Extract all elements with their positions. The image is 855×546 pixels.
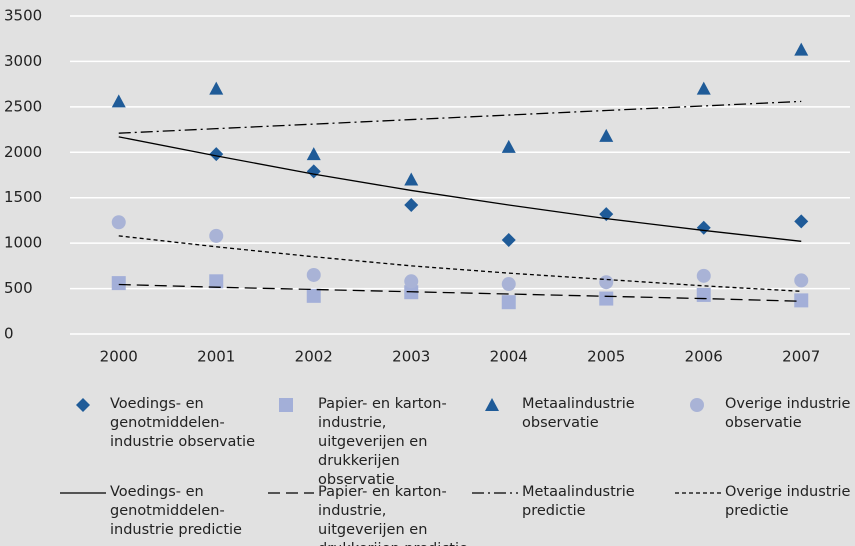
square-marker [599,291,614,306]
trend-line [118,100,802,134]
circle-marker [111,215,126,230]
square-marker [501,295,516,310]
legend-label: Voedings- en genotmiddelen-industrie obs… [110,396,255,450]
square-marker [279,398,293,412]
y-tick-label: 0 [4,325,14,343]
x-tick-label: 2003 [392,348,430,366]
y-tick-label: 1500 [4,188,42,206]
square-marker [209,274,224,289]
circle-marker [599,275,614,290]
diamond-marker [209,147,224,162]
triangle-marker [111,94,126,108]
circle-marker [501,277,516,292]
triangle-marker [501,139,516,153]
circle-marker [404,274,419,289]
square-marker [306,288,321,303]
y-tick-label: 1000 [4,234,42,252]
triangle-marker [696,81,711,95]
triangle-marker [404,172,419,186]
y-tick-label: 3500 [4,7,42,25]
x-tick-label: 2000 [100,348,138,366]
circle-marker [209,228,224,243]
circle-marker [794,273,809,288]
x-tick-label: 2002 [295,348,333,366]
diamond-marker [76,398,90,412]
square-marker [794,293,809,308]
legend-label: Metaalindustrie predictie [522,484,635,519]
x-tick-label: 2004 [490,348,528,366]
legend-label: Voedings- en genotmiddelen-industrie pre… [110,484,242,538]
trend-line [118,136,802,242]
x-tick-label: 2001 [197,348,235,366]
circle-marker [690,398,704,412]
legend-label: Overige industrie observatie [725,396,851,431]
triangle-marker [209,81,224,95]
diamond-marker [794,214,809,229]
y-tick-label: 500 [4,279,33,297]
triangle-marker [599,128,614,142]
legend-label: Overige industrie predictie [725,484,851,519]
x-tick-label: 2007 [782,348,820,366]
legend-label: Papier- en karton-industrie, uitgeverije… [318,484,468,546]
diamond-marker [404,197,419,212]
trend-line [118,235,802,292]
diamond-marker [696,220,711,235]
square-marker [111,276,126,291]
triangle-marker [306,147,321,161]
y-tick-label: 2500 [4,97,42,115]
circle-marker [306,267,321,282]
legend-label: Metaalindustrie observatie [522,396,635,431]
x-tick-label: 2005 [587,348,625,366]
circle-marker [696,268,711,283]
y-tick-label: 3000 [4,52,42,70]
diamond-marker [306,164,321,179]
x-tick-label: 2006 [685,348,723,366]
legend-label: Papier- en karton-industrie, uitgeverije… [318,396,447,488]
triangle-marker [794,42,809,56]
triangle-marker [485,398,499,411]
square-marker [696,287,711,302]
diamond-marker [501,232,516,247]
y-tick-label: 2000 [4,143,42,161]
trend-line [118,283,802,302]
